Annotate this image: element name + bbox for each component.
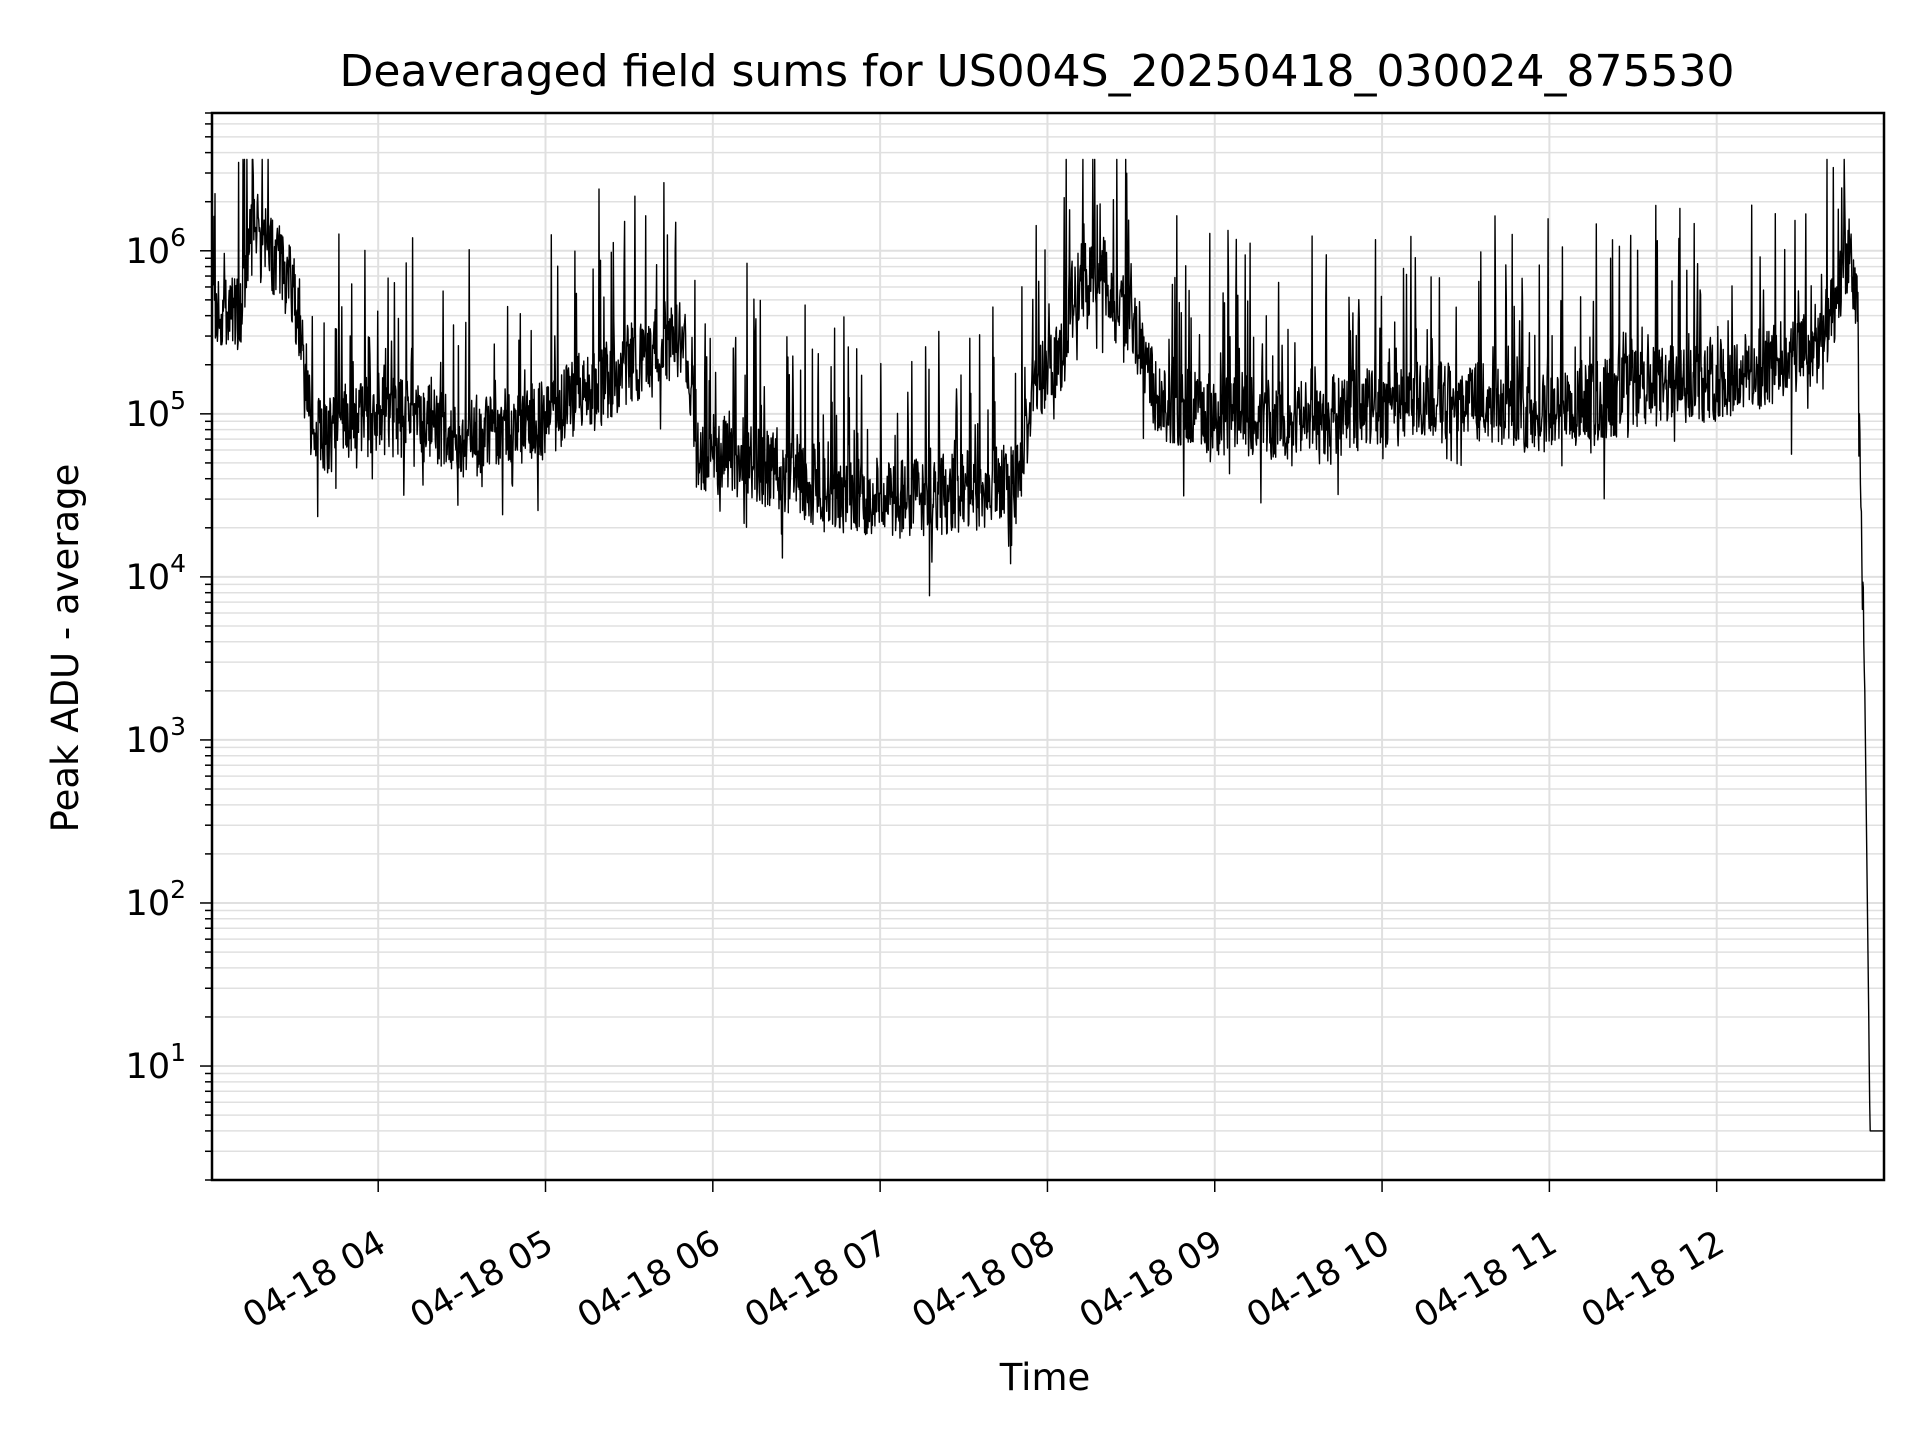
y-axis-label: Peak ADU - average [44, 464, 87, 833]
x-tick-label: 04-18 10 [1240, 1223, 1396, 1336]
y-tick-label: 102 [126, 875, 186, 924]
x-tick-label: 04-18 07 [738, 1223, 894, 1336]
x-tick-label: 04-18 08 [906, 1223, 1062, 1336]
y-tick-label: 101 [126, 1038, 186, 1087]
x-tick-label: 04-18 06 [571, 1223, 727, 1336]
chart-title: Deaveraged field sums for US004S_2025041… [340, 46, 1735, 97]
y-tick-label: 103 [126, 712, 186, 761]
x-tick-label: 04-18 12 [1575, 1223, 1731, 1336]
x-tick-label: 04-18 05 [404, 1223, 560, 1336]
x-tick-label: 04-18 11 [1408, 1223, 1564, 1336]
x-axis: 04-18 04 04-18 05 04-18 06 04-18 07 04-18 08… [236, 1180, 1731, 1336]
x-axis-label: Time [999, 1356, 1091, 1399]
y-axis: 101 102 103 104 105 106 [126, 112, 212, 1181]
y-tick-label: 105 [126, 386, 186, 435]
x-tick-label: 04-18 09 [1073, 1223, 1229, 1336]
series-line [211, 158, 1885, 1132]
y-tick-label: 106 [126, 223, 186, 272]
x-tick-label: 04-18 04 [236, 1223, 392, 1336]
grid [212, 112, 1884, 1181]
y-tick-label: 104 [126, 549, 186, 598]
